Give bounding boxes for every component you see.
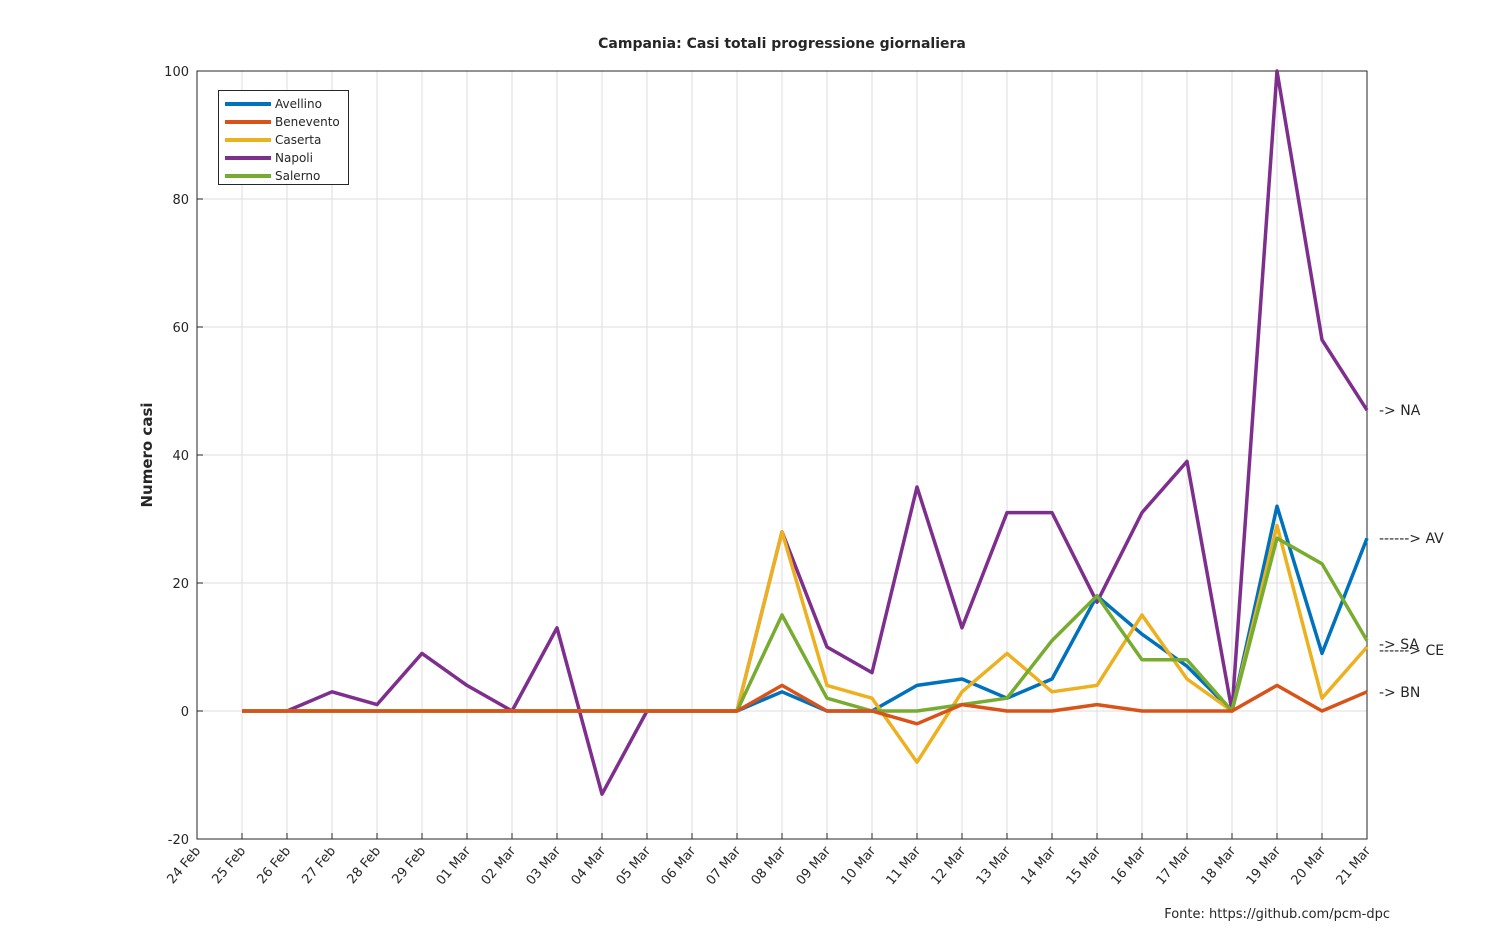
x-tick-label: 01 Mar [434, 843, 475, 888]
series-line-napoli [242, 69, 1369, 796]
legend-item-caserta: Caserta [219, 131, 348, 149]
chart-title: Campania: Casi totali progressione giorn… [598, 36, 966, 52]
x-tick-label: 15 Mar [1064, 843, 1105, 888]
legend-item-napoli: Napoli [219, 149, 348, 167]
legend-swatch [225, 156, 271, 160]
x-tick-label: 10 Mar [839, 843, 880, 888]
end-label-benevento: -> BN [1379, 685, 1420, 701]
legend-item-benevento: Benevento [219, 113, 348, 131]
legend-label: Caserta [275, 133, 322, 147]
series-line-benevento [242, 683, 1368, 726]
x-tick-label: 13 Mar [974, 843, 1015, 888]
x-tick-label: 27 Feb [299, 844, 339, 887]
x-tick-label: 11 Mar [884, 843, 925, 888]
x-tick-label: 29 Feb [389, 844, 429, 887]
x-tick-label: 28 Feb [344, 844, 384, 887]
end-label-avellino: ------> AV [1379, 531, 1444, 547]
x-tick-label: 18 Mar [1199, 843, 1240, 888]
x-axis: 24 Feb 25 Feb 26 Feb 27 Feb 28 Feb 29 Feb 01 M… [164, 833, 1374, 888]
x-tick-label: 03 Mar [524, 843, 565, 888]
x-tick-label: 05 Mar [614, 843, 655, 888]
y-tick-label: 100 [164, 65, 189, 80]
y-tick-label: 80 [172, 193, 189, 208]
end-label-napoli: -> NA [1379, 403, 1421, 419]
end-label-salerno: -> SA [1379, 637, 1419, 653]
x-tick-label: 21 Mar [1334, 843, 1375, 888]
y-axis-label: Numero casi [138, 402, 156, 508]
x-tick-label: 24 Feb [164, 844, 204, 887]
x-tick-label: 17 Mar [1154, 843, 1195, 888]
y-tick-label: 40 [172, 449, 189, 464]
x-tick-label: 02 Mar [479, 843, 520, 888]
legend-item-avellino: Avellino [219, 95, 348, 113]
x-tick-label: 07 Mar [704, 843, 745, 888]
y-axis: -20 0 20 40 60 80 100 [164, 65, 203, 848]
legend-label: Napoli [275, 151, 313, 165]
grid-lines [196, 70, 1368, 840]
x-tick-label: 04 Mar [569, 843, 610, 888]
series-lines [242, 69, 1369, 796]
x-tick-label: 16 Mar [1109, 843, 1150, 888]
series-line-caserta [242, 523, 1369, 764]
legend-label: Salerno [275, 169, 321, 183]
legend-label: Benevento [275, 115, 340, 129]
y-tick-label: 20 [172, 577, 189, 592]
y-tick-label: 0 [181, 705, 189, 720]
x-tick-label: 26 Feb [254, 844, 294, 887]
x-tick-label: 12 Mar [929, 843, 970, 888]
legend: Avellino Benevento Caserta Napoli Salerno [218, 90, 349, 185]
legend-label: Avellino [275, 97, 322, 111]
x-tick-label: 09 Mar [794, 843, 835, 888]
legend-item-salerno: Salerno [219, 167, 348, 185]
legend-swatch [225, 174, 271, 178]
x-tick-label: 19 Mar [1244, 843, 1285, 888]
source-note: Fonte: https://github.com/pcm-dpc [1164, 907, 1390, 922]
legend-swatch [225, 102, 271, 106]
legend-swatch [225, 120, 271, 124]
x-tick-label: 08 Mar [749, 843, 790, 888]
x-tick-label: 20 Mar [1289, 843, 1330, 888]
x-tick-label: 14 Mar [1019, 843, 1060, 888]
y-tick-label: 60 [172, 321, 189, 336]
legend-swatch [225, 138, 271, 142]
end-label-caserta: ------> CE [1379, 643, 1444, 659]
x-tick-label: 06 Mar [659, 843, 700, 888]
end-labels: ------> AV -> BN ------> CE -> NA -> SA [1379, 403, 1444, 701]
x-tick-label: 25 Feb [209, 844, 249, 887]
y-tick-label: -20 [168, 833, 189, 848]
